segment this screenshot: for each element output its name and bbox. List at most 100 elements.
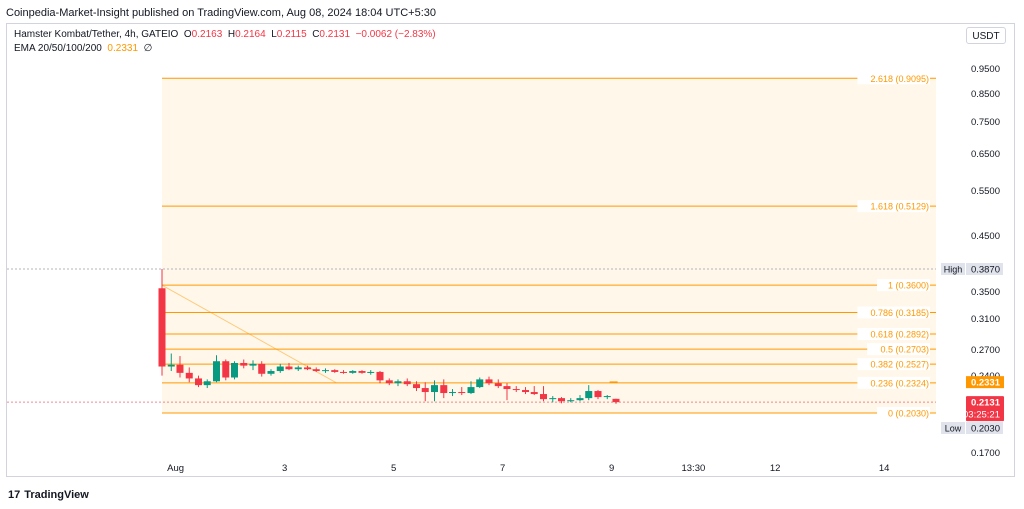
footer-brand: TradingView xyxy=(24,489,89,501)
candle-body xyxy=(358,371,366,373)
fib-label-bg xyxy=(877,407,930,419)
candle-body xyxy=(549,398,557,400)
candle-body xyxy=(240,362,248,366)
candle-body xyxy=(458,392,466,394)
low-value: 0.2030 xyxy=(971,424,1000,435)
candle-body xyxy=(567,400,575,402)
price-tick-label: 0.6500 xyxy=(971,149,1000,160)
low-label-bg xyxy=(941,422,965,434)
candle-body xyxy=(312,369,320,372)
candle-body xyxy=(594,391,602,398)
high-value: 0.3870 xyxy=(971,265,1000,276)
candle-body xyxy=(331,370,339,372)
high-label: High xyxy=(944,265,963,275)
candle-body xyxy=(512,389,520,391)
low-label: Low xyxy=(945,424,962,434)
ohlc-close-label: C xyxy=(312,29,320,40)
symbol-legend: Hamster Kombat/Tether, 4h, GATEIO O0.216… xyxy=(14,29,436,40)
candle-body xyxy=(448,392,456,394)
time-tick-label: 3 xyxy=(282,463,287,474)
candle-body xyxy=(540,394,547,400)
candle-body xyxy=(294,367,302,370)
ohlc-close: 0.2131 xyxy=(319,29,351,40)
candle-body xyxy=(394,381,402,384)
ema-value-tag-text: 0.2331 xyxy=(971,378,1001,389)
candle-body xyxy=(585,391,593,399)
fib-label-2.618: 2.618 (0.9095) xyxy=(870,74,929,84)
price-tick-label: 0.3100 xyxy=(971,314,1000,325)
fib-label-bg xyxy=(857,376,930,389)
fib-label-0.786: 0.786 (0.3185) xyxy=(870,308,929,318)
ohlc-low: 0.2115 xyxy=(276,29,307,40)
candle-body xyxy=(213,361,220,382)
candle-body xyxy=(403,381,411,385)
price-tick-label: 0.2700 xyxy=(971,345,1000,356)
ohlc-change: −0.0062 (−2.83%) xyxy=(355,29,436,40)
price-tick-label: 0.5500 xyxy=(971,186,1000,197)
candle-body xyxy=(285,366,293,370)
candle-body xyxy=(603,396,611,398)
ohlc-open-label: O xyxy=(183,29,192,40)
ohlc-high: 0.2164 xyxy=(235,29,266,40)
ema-value: 0.2331 xyxy=(107,43,139,54)
time-tick-label: Aug xyxy=(167,463,184,474)
candle-body xyxy=(258,363,266,374)
ohlc-open: 0.2163 xyxy=(191,29,223,40)
ohlc-low-label: L xyxy=(271,29,277,40)
candle-body xyxy=(158,288,166,367)
fib-label-bg xyxy=(857,358,930,371)
candle-body xyxy=(467,387,475,394)
candle-body xyxy=(195,378,203,386)
candle-body xyxy=(612,398,620,403)
ema-value-tag xyxy=(966,376,1004,389)
high-value-bg xyxy=(966,263,1003,275)
fib-label-bg xyxy=(857,72,930,85)
ema-extra: ∅ xyxy=(143,43,153,54)
fib-band xyxy=(162,78,936,414)
tradingview-logo-icon: 17 xyxy=(8,489,21,501)
price-tick-label: 0.1700 xyxy=(971,448,1000,459)
candle-body xyxy=(203,381,211,386)
chart-frame xyxy=(6,23,1015,477)
ema-label[interactable]: EMA 20/50/100/200 xyxy=(14,43,102,54)
candle-body xyxy=(276,366,284,372)
candle-body xyxy=(421,388,429,393)
fib-label-1: 1 (0.3600) xyxy=(888,281,929,291)
candle-body xyxy=(367,371,375,373)
fib-label-bg xyxy=(857,200,930,213)
candle-body xyxy=(176,364,184,373)
candle-body xyxy=(349,371,357,373)
symbol-name[interactable]: Hamster Kombat/Tether, 4h, GATEIO xyxy=(14,29,179,40)
ema-legend: EMA 20/50/100/200 0.2331 ∅ xyxy=(14,43,152,54)
fib-label-bg xyxy=(857,306,930,319)
candle-body xyxy=(249,363,257,366)
candle-body xyxy=(222,361,230,378)
candle-body xyxy=(485,379,493,384)
price-tick-label: 0.8500 xyxy=(971,89,1000,100)
fib-label-1.618: 1.618 (0.5129) xyxy=(870,202,929,212)
currency-button[interactable]: USDT xyxy=(966,27,1006,44)
candle-body xyxy=(494,383,502,387)
candle-body xyxy=(576,398,584,401)
time-tick-label: 7 xyxy=(500,463,505,474)
fib-label-0.236: 0.236 (0.2324) xyxy=(870,378,929,388)
publisher-line: Coinpedia-Market-Insight published on Tr… xyxy=(6,7,436,19)
time-tick-label: 12 xyxy=(770,463,781,474)
candle-body xyxy=(413,384,421,389)
price-tick-label: 0.7500 xyxy=(971,117,1000,128)
tradingview-footer[interactable]: 17 TradingView xyxy=(8,489,89,501)
candle-body xyxy=(185,372,193,379)
price-tick-label: 0.4500 xyxy=(971,231,1000,242)
time-tick-label: 9 xyxy=(609,463,614,474)
fib-label-bg xyxy=(857,328,930,341)
candle-body xyxy=(530,392,538,395)
candle-body xyxy=(440,385,448,394)
candle-body xyxy=(431,385,438,393)
last-price-countdown: 03:25:21 xyxy=(963,410,1000,421)
price-tick-label: 0.3500 xyxy=(971,287,1000,298)
candle-body xyxy=(522,390,530,393)
candle-body xyxy=(304,367,312,370)
candle-body xyxy=(376,371,384,381)
candle-body xyxy=(385,380,393,384)
